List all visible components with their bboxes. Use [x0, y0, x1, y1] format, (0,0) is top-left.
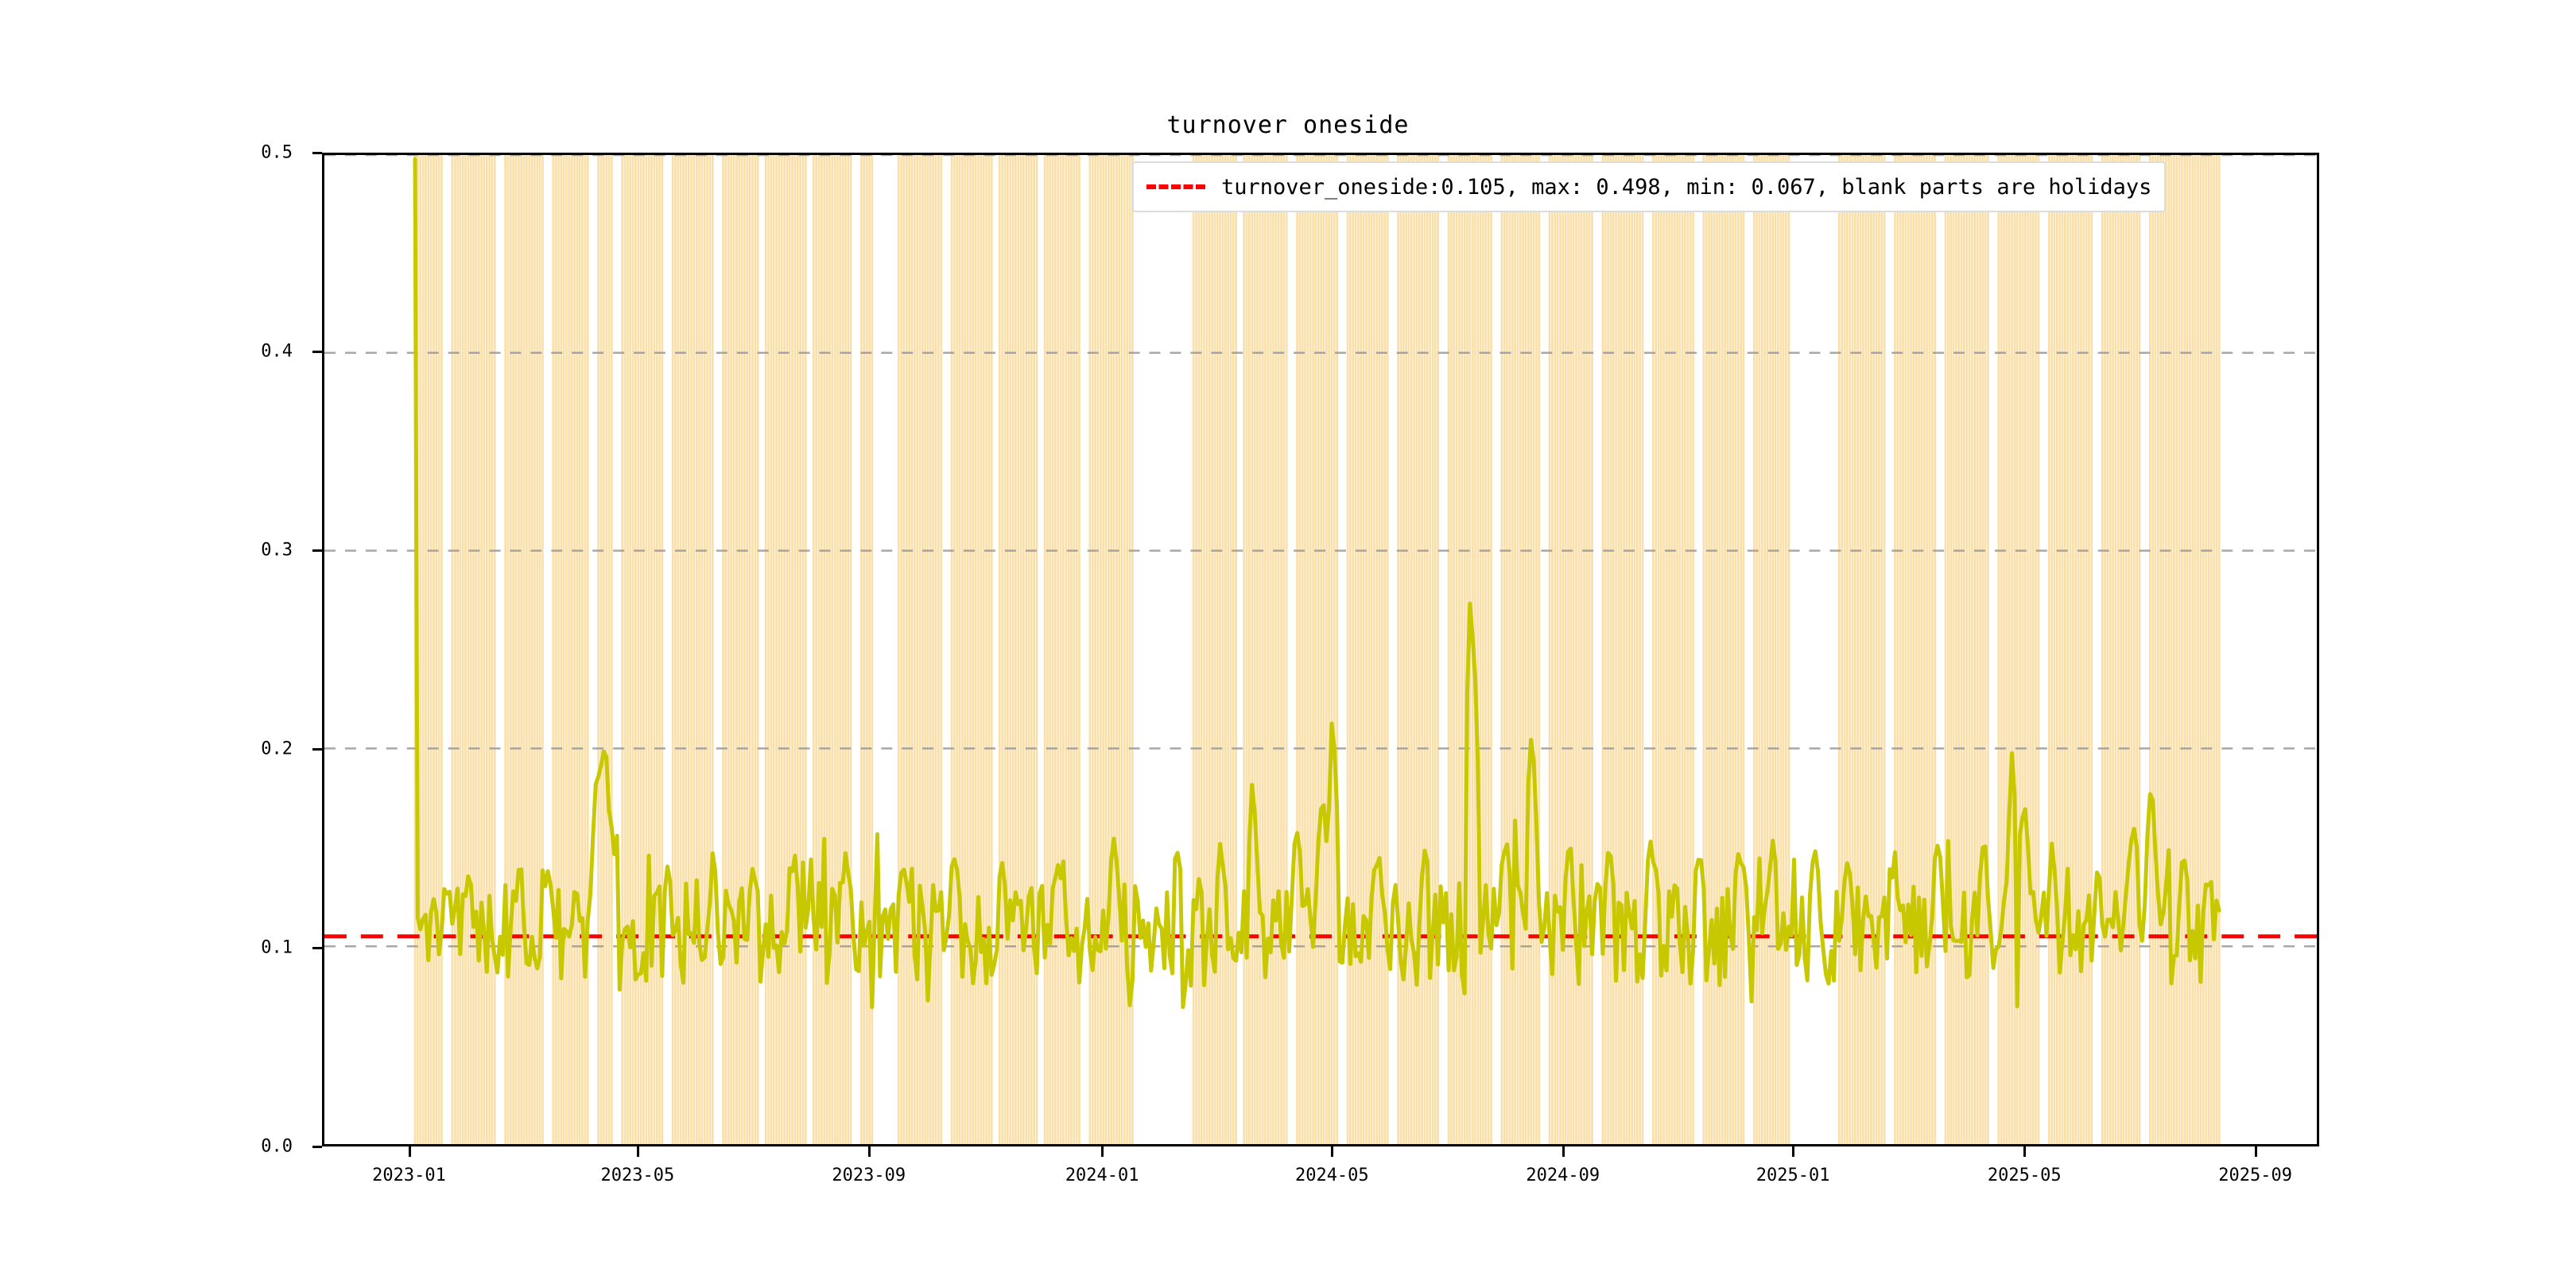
y-axis-tick-mark [312, 351, 322, 353]
legend-box: turnover_oneside:0.105, max: 0.498, min:… [1132, 161, 2167, 212]
x-axis-tick-mark [2023, 1146, 2027, 1157]
x-axis-tick-label: 2024-09 [1526, 1166, 1600, 1185]
plot-area [322, 153, 2319, 1146]
x-axis-tick-label: 2024-01 [1065, 1166, 1139, 1185]
y-axis-tick-label: 0.2 [261, 739, 293, 759]
x-axis-tick-label: 2025-05 [1987, 1166, 2062, 1185]
x-axis-tick-label: 2023-09 [832, 1166, 906, 1185]
x-axis-tick-mark [636, 1146, 639, 1157]
y-axis-tick-label: 0.1 [261, 937, 293, 958]
x-axis-tick-label: 2025-01 [1755, 1166, 1830, 1185]
legend-label: turnover_oneside:0.105, max: 0.498, min:… [1221, 174, 2152, 200]
y-axis-tick-mark [312, 1146, 322, 1148]
y-axis-tick-label: 0.5 [261, 142, 293, 163]
x-axis-tick-mark [1792, 1146, 1795, 1157]
x-axis-tick-mark [408, 1146, 411, 1157]
x-axis-tick-mark [2254, 1146, 2257, 1157]
x-axis-tick-mark [867, 1146, 871, 1157]
x-axis-tick-mark [1331, 1146, 1334, 1157]
y-axis-tick-label: 0.4 [261, 341, 293, 362]
legend-dashed-line-icon [1146, 184, 1205, 189]
y-axis-tick-label: 0.3 [261, 540, 293, 561]
x-axis-tick-mark [1101, 1146, 1104, 1157]
gridlines [324, 155, 2317, 948]
x-axis-tick-mark [1562, 1146, 1565, 1157]
y-axis-tick-label: 0.0 [261, 1136, 293, 1157]
x-axis-tick-label: 2023-01 [372, 1166, 446, 1185]
y-axis-tick-mark [312, 549, 322, 552]
turnover-line [413, 157, 2221, 1010]
chart-canvas [324, 155, 2317, 1144]
x-axis-tick-label: 2024-05 [1294, 1166, 1369, 1185]
chart-title: turnover oneside [1166, 111, 1410, 139]
x-axis-tick-label: 2025-09 [2218, 1166, 2292, 1185]
y-axis-tick-mark [312, 152, 322, 154]
trading-day-bars [413, 155, 2221, 1144]
plot-clip [324, 155, 2317, 1144]
y-axis-tick-mark [312, 748, 322, 751]
x-axis-tick-label: 2023-05 [600, 1166, 675, 1185]
y-axis-tick-mark [312, 947, 322, 949]
